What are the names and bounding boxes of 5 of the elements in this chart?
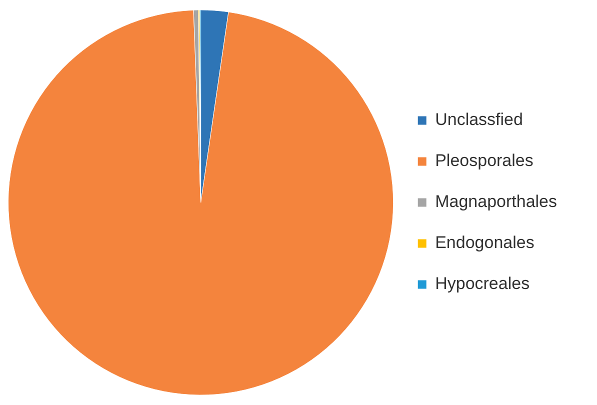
legend-label: Unclassfied	[435, 110, 523, 130]
legend-label: Hypocreales	[435, 274, 530, 294]
legend-label: Magnaporthales	[435, 192, 558, 212]
legend-label: Pleosporales	[435, 151, 534, 170]
legend-label: Endogonales	[435, 233, 534, 252]
